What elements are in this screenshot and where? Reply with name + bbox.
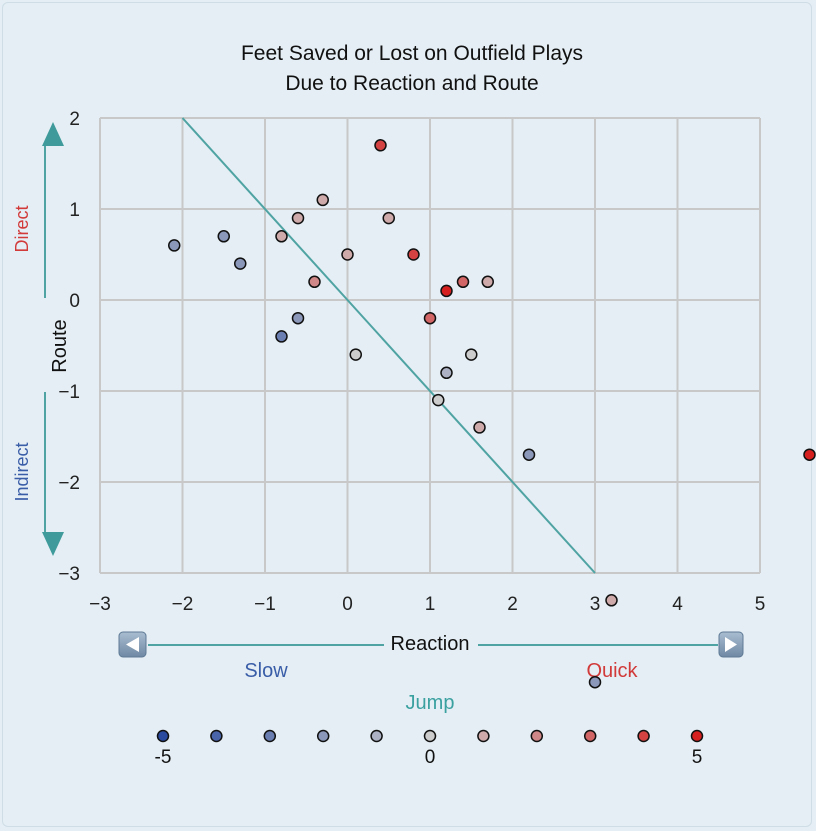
legend-mid-label: 0	[425, 747, 436, 768]
x-tick-label: 2	[507, 594, 518, 615]
chart-title-line-2: Due to Reaction and Route	[285, 72, 538, 95]
y-tick-label: 1	[69, 200, 80, 221]
legend-swatch	[370, 729, 383, 743]
legend-swatch	[316, 729, 330, 743]
data-point-14	[423, 311, 437, 325]
x-tick-label: −1	[254, 594, 276, 615]
legend-swatch	[263, 729, 277, 743]
jump-legend-title: Jump	[406, 692, 455, 714]
y-tick-label: 0	[69, 291, 80, 312]
data-point-25	[588, 675, 602, 689]
data-point-0	[168, 239, 181, 252]
y-tick-label: 2	[69, 109, 80, 130]
legend-swatch	[423, 729, 437, 743]
x-axis-title: Reaction	[391, 633, 470, 655]
data-point-1	[217, 230, 230, 243]
data-points	[168, 139, 816, 689]
down-arrow-icon	[42, 532, 64, 556]
left-arrow-icon	[126, 637, 139, 652]
y-tick-labels: −3 −2 −1 0 1 2	[58, 109, 80, 585]
y-tick-label: −2	[58, 473, 80, 494]
legend-swatch	[530, 729, 544, 743]
data-point-3	[275, 330, 288, 343]
data-point-13	[407, 248, 420, 261]
data-point-16	[456, 275, 470, 289]
x-tick-label: 4	[672, 594, 683, 615]
data-point-24	[803, 448, 816, 461]
legend-swatch	[690, 729, 704, 743]
indirect-label: Indirect	[12, 442, 32, 501]
data-point-4	[291, 311, 305, 325]
x-tick-label: 3	[590, 594, 601, 615]
x-tick-label: 5	[755, 594, 766, 615]
data-point-10	[349, 348, 362, 361]
x-tick-labels: −3 −2 −1 0 1 2 3 4 5	[89, 594, 765, 615]
chart-title-line-1: Feet Saved or Lost on Outfield Plays	[241, 42, 583, 65]
data-point-11	[374, 139, 387, 152]
left-arrow-button[interactable]	[118, 631, 147, 658]
data-point-15	[440, 284, 453, 298]
legend-swatch	[637, 729, 650, 743]
y-tick-label: −3	[58, 564, 80, 585]
legend-swatch	[156, 729, 170, 743]
data-point-5	[275, 230, 288, 243]
legend-min-label: -5	[155, 747, 172, 768]
data-point-23	[605, 594, 618, 607]
right-arrow-icon	[725, 637, 737, 652]
right-arrow-button[interactable]	[718, 631, 744, 658]
grid	[99, 117, 761, 574]
x-tick-label: −2	[172, 594, 194, 615]
jump-color-legend	[156, 729, 704, 743]
data-point-20	[465, 348, 478, 361]
data-point-12	[382, 211, 395, 225]
legend-swatch	[477, 729, 490, 743]
data-point-9	[341, 248, 354, 261]
data-point-21	[473, 421, 486, 434]
data-point-22	[522, 448, 536, 461]
legend-max-label: 5	[692, 747, 703, 768]
legend-swatch	[210, 729, 223, 743]
slow-label: Slow	[244, 660, 288, 682]
x-tick-label: 0	[342, 594, 353, 615]
data-point-2	[234, 257, 247, 270]
data-point-17	[481, 275, 494, 289]
data-point-7	[316, 193, 329, 207]
data-point-18	[440, 366, 453, 380]
quick-label: Quick	[586, 660, 638, 682]
y-axis-title: Route	[49, 319, 71, 372]
direct-label: Direct	[12, 205, 32, 252]
data-point-19	[432, 393, 445, 407]
legend-swatch	[583, 729, 597, 743]
y-tick-label: −1	[58, 382, 80, 403]
data-point-6	[291, 211, 305, 225]
data-point-8	[308, 275, 321, 289]
x-tick-label: 1	[425, 594, 436, 615]
up-arrow-icon	[42, 122, 64, 146]
reference-line	[181, 117, 596, 574]
x-tick-label: −3	[89, 594, 111, 615]
